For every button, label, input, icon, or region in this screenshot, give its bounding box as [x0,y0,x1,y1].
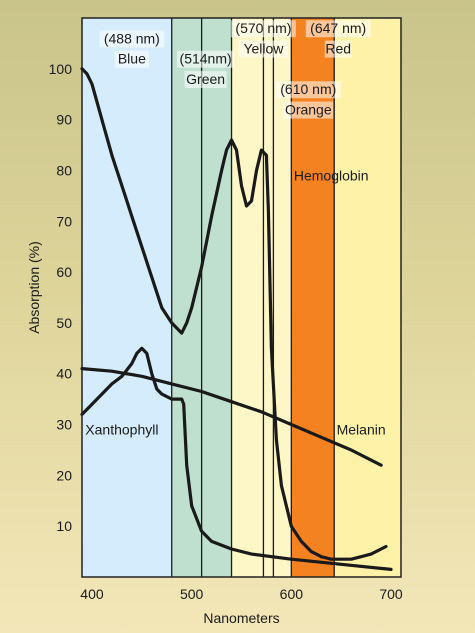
y-tick-80: 80 [56,162,72,178]
band-label-0-1: Blue [118,51,146,67]
y-tick-30: 30 [56,417,72,433]
series-label-xanthophyll: Xanthophyll [85,422,158,438]
extra-label-0-1: Orange [285,102,332,118]
band-label-3-0: (647 nm) [310,20,366,36]
x-axis-title: Nanometers [203,610,279,626]
y-tick-40: 40 [56,366,72,382]
band-label-2-0: (570 nm) [235,20,291,36]
x-tick-700: 700 [379,586,403,602]
x-tick-600: 600 [280,586,304,602]
y-tick-20: 20 [56,467,72,483]
band-0 [82,18,172,577]
band-label-2-bg-0 [231,20,296,38]
labels-layer: (488 nm) Blue (514nm) Green (570 nm) Yellow (6… [85,20,385,437]
ticks-layer: 10 20 30 40 50 60 70 80 90 100 400 500 600 700 [49,61,403,602]
extra-label-0-bg-1 [283,101,334,119]
x-tick-400: 400 [80,586,104,602]
series-hemoglobin-line [80,67,388,561]
series-melanin-line [80,367,383,467]
extra-label-0-0: (610 nm) [280,81,336,97]
series-xanthophyll-line [80,346,393,571]
band-label-1-bg-1 [184,71,227,89]
extra-label-0-bg-0 [275,81,341,99]
y-tick-10: 10 [56,518,72,534]
y-tick-70: 70 [56,213,72,229]
series-label-hemoglobin: Hemoglobin [294,168,369,184]
y-tick-50: 50 [56,315,72,331]
band-label-0-bg-1 [114,50,150,68]
band-label-1-1: Green [186,71,225,87]
plot-frame [81,17,402,578]
band-4 [334,18,401,577]
band-label-2-1: Yellow [243,41,284,57]
band-label-1-bg-0 [177,50,235,68]
band-label-3-1: Red [325,41,351,57]
y-tick-90: 90 [56,112,72,128]
band-label-3-bg-0 [305,20,371,38]
band-label-0-0: (488 nm) [104,30,160,46]
vlines-layer [171,18,335,577]
band-label-3-bg-1 [324,40,352,58]
series-layer [80,67,393,571]
x-tick-500: 500 [180,586,204,602]
band-label-2-bg-1 [238,40,289,58]
y-tick-60: 60 [56,264,72,280]
band-label-0-bg-0 [99,30,165,48]
band-label-1-0: (514nm) [180,51,232,67]
y-tick-100: 100 [49,61,73,77]
bands-layer [82,18,401,577]
series-label-melanin: Melanin [337,422,386,438]
y-axis-title: Absorption (%) [26,241,42,334]
